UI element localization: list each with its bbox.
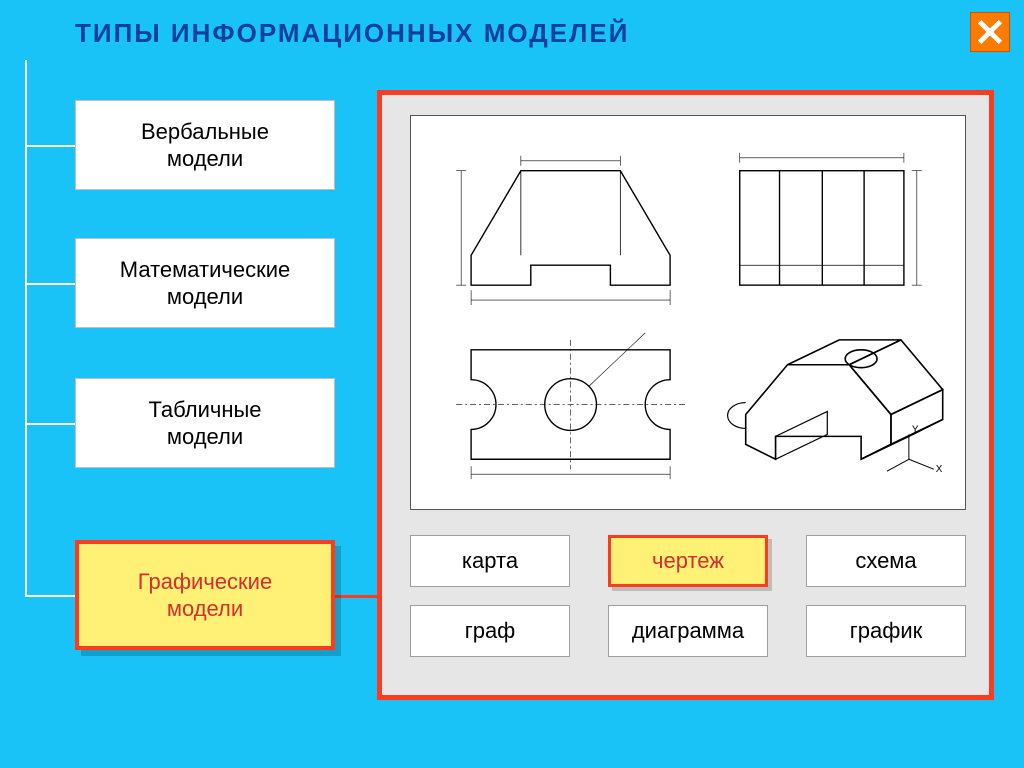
svg-text:X: X (936, 464, 943, 475)
content-panel: Y X карта чертеж схема граф диаграмма (377, 90, 994, 700)
tree-branch (25, 145, 75, 147)
subtype-grid: карта чертеж схема граф диаграмма график (410, 535, 966, 657)
subtype-map[interactable]: карта (410, 535, 570, 587)
subtype-drawing[interactable]: чертеж (608, 535, 768, 587)
technical-drawing: Y X (410, 115, 966, 510)
selected-connector (335, 595, 377, 598)
subtype-label: чертеж (652, 548, 724, 574)
tree-branch (25, 283, 75, 285)
subtype-label: карта (462, 548, 518, 574)
subtype-label: график (850, 618, 923, 644)
page-root: ТИПЫ ИНФОРМАЦИОННЫХ МОДЕЛЕЙ Вербальныемо… (0, 0, 1024, 768)
close-icon (977, 19, 1003, 45)
tree-trunk (25, 60, 27, 595)
page-title: ТИПЫ ИНФОРМАЦИОННЫХ МОДЕЛЕЙ (75, 18, 629, 49)
tree-branch (25, 595, 75, 597)
sidebar-item-label: Вербальныемодели (141, 118, 269, 173)
subtype-label: диаграмма (632, 618, 744, 644)
sidebar-item-label: Табличныемодели (148, 396, 261, 451)
sidebar-item-table[interactable]: Табличныемодели (75, 378, 335, 468)
sidebar-item-label: Математическиемодели (120, 256, 290, 311)
tree-branch (25, 423, 75, 425)
sidebar-item-label: Графическиемодели (138, 568, 272, 623)
subtype-label: граф (465, 618, 516, 644)
sidebar-item-verbal[interactable]: Вербальныемодели (75, 100, 335, 190)
sidebar-item-math[interactable]: Математическиемодели (75, 238, 335, 328)
sidebar-item-graphic[interactable]: Графическиемодели (75, 540, 335, 650)
subtype-diagram[interactable]: диаграмма (608, 605, 768, 657)
close-button[interactable] (970, 12, 1010, 52)
subtype-chart[interactable]: график (806, 605, 966, 657)
subtype-scheme[interactable]: схема (806, 535, 966, 587)
subtype-label: схема (855, 548, 916, 574)
subtype-graph[interactable]: граф (410, 605, 570, 657)
svg-text:Y: Y (912, 424, 919, 435)
